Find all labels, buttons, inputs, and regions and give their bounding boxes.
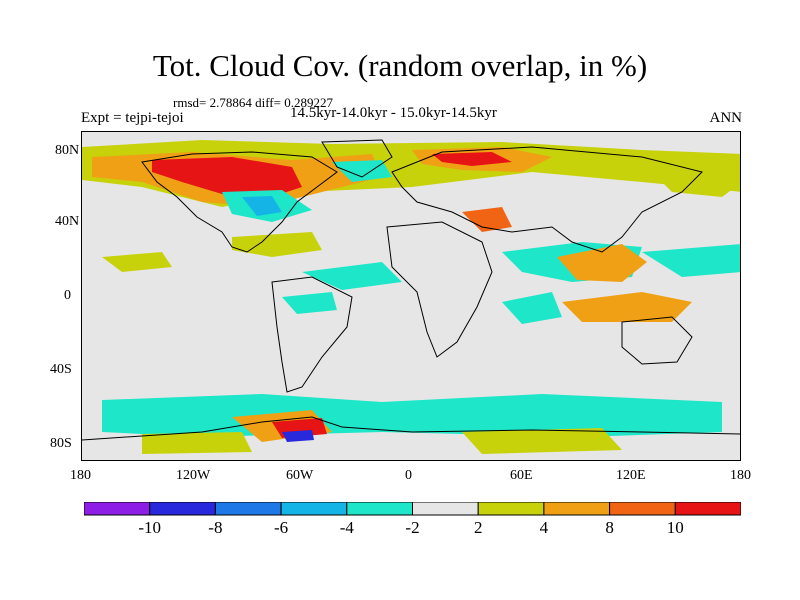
coastline-eurasia xyxy=(391,146,703,253)
map-title: Tot. Cloud Cov. (random overlap, in %) xyxy=(152,48,648,83)
lon-tick: 0 xyxy=(405,468,412,483)
coastline-africa xyxy=(386,221,493,358)
lon-tick: 60W xyxy=(286,468,314,483)
colorbar-swatch xyxy=(477,502,545,516)
colorbar-swatch xyxy=(84,502,151,516)
colorbar-swatch xyxy=(543,502,611,516)
anomaly-region xyxy=(232,232,322,257)
coastline-greenland xyxy=(321,139,393,178)
lat-tick: 40N xyxy=(55,214,80,229)
colorbar-label: -6 xyxy=(274,518,289,537)
colorbar-swatch xyxy=(412,502,479,516)
coastlines xyxy=(82,139,740,441)
anomaly-region xyxy=(432,152,512,166)
anomaly-region xyxy=(102,252,172,272)
lat-tick: 40S xyxy=(50,362,72,377)
colorbar-swatch xyxy=(214,502,282,516)
colorbar-label: -2 xyxy=(405,518,420,537)
colorbar-label: -8 xyxy=(208,518,223,537)
lon-tick: 180 xyxy=(730,468,751,483)
coastline-australia xyxy=(621,316,693,365)
colorbar-swatch xyxy=(609,502,676,516)
colorbar-swatch xyxy=(346,502,413,516)
coastline-antarctica xyxy=(82,416,740,441)
colorbar-label: -4 xyxy=(339,518,354,537)
anomaly-region xyxy=(282,430,314,442)
anomaly-region xyxy=(242,196,282,216)
colorbar xyxy=(84,502,741,516)
colorbar-swatch xyxy=(280,502,348,516)
colorbar-swatch xyxy=(149,502,216,516)
colorbar-label: 2 xyxy=(473,518,483,537)
colorbar-swatch xyxy=(674,502,741,516)
lon-tick: 120W xyxy=(176,468,211,483)
lon-tick: 60E xyxy=(510,468,533,483)
lon-tick: 120E xyxy=(616,468,646,483)
colorbar-label: 10 xyxy=(666,518,684,537)
anomaly-region xyxy=(642,244,740,277)
lat-tick: 0 xyxy=(64,288,71,303)
stats-label: rmsd= 2.78864 diff= 0.289227 xyxy=(173,95,333,110)
coastline-north-america xyxy=(141,151,338,253)
season-label: ANN xyxy=(709,110,743,126)
colorbar-label: 8 xyxy=(605,518,614,537)
period-label: 14.5kyr-14.0kyr - 15.0kyr-14.5kyr xyxy=(290,105,497,121)
lat-tick: 80N xyxy=(55,143,80,158)
coastline-south-america xyxy=(271,276,353,393)
anomaly-region xyxy=(462,428,622,454)
cloud-cover-map xyxy=(82,139,740,454)
anomaly-region xyxy=(562,292,692,322)
anomaly-region xyxy=(502,292,562,324)
anomaly-region xyxy=(282,292,337,314)
lon-tick: 180 xyxy=(70,468,91,483)
anomaly-region xyxy=(142,432,252,454)
anomaly-region xyxy=(102,394,722,437)
lat-tick: 80S xyxy=(50,436,72,451)
experiment-label: Expt = tejpi-tejoi xyxy=(81,110,184,126)
map-panel xyxy=(81,131,741,461)
anomaly-region xyxy=(152,157,302,200)
anomaly-region xyxy=(332,160,392,182)
anomaly-region xyxy=(557,244,647,282)
anomaly-region xyxy=(462,207,512,232)
anomaly-region xyxy=(652,167,740,197)
anomaly-region xyxy=(302,262,402,290)
colorbar-label: -10 xyxy=(138,518,162,537)
colorbar-label: 4 xyxy=(539,518,549,537)
anomaly-fields xyxy=(82,140,740,454)
